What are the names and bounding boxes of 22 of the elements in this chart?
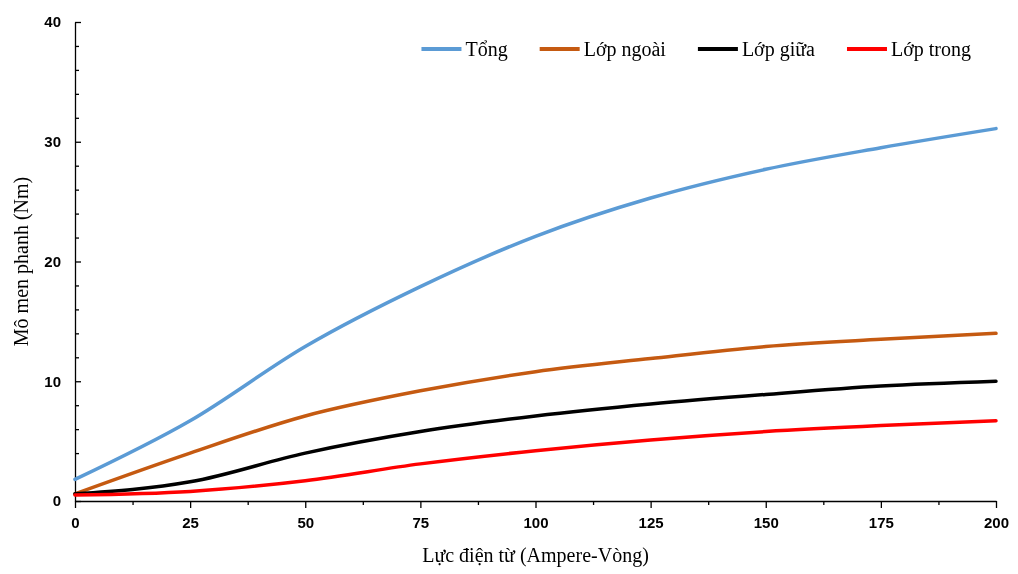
y-tick-label: 0 — [52, 492, 61, 510]
y-tick-label: 10 — [44, 372, 61, 390]
y-tick-label: 30 — [44, 133, 61, 151]
x-tick-label: 100 — [523, 514, 549, 531]
legend-label: Lớp giữa — [741, 38, 816, 61]
line-series — [73, 126, 998, 482]
x-tick-label: 175 — [868, 514, 894, 531]
line-series — [73, 419, 998, 497]
y-tick-label: 20 — [44, 252, 61, 270]
x-tick-label: 0 — [71, 514, 80, 531]
y-axis-title: Mô men phanh (Nm) — [10, 176, 33, 347]
x-tick-label: 200 — [983, 514, 1010, 531]
legend-label: Lớp ngoài — [583, 38, 667, 61]
x-tick-label: 50 — [297, 514, 315, 531]
x-tick-label: 150 — [753, 514, 779, 531]
x-tick-label: 125 — [638, 514, 664, 531]
x-tick-label: 75 — [412, 514, 430, 531]
legend-label: Tổng — [465, 38, 508, 61]
x-tick-label: 25 — [182, 514, 199, 531]
legend-label: Lớp trong — [890, 38, 971, 61]
y-tick-label: 40 — [44, 13, 61, 31]
x-axis-title: Lực điện từ (Ampere-Vòng) — [422, 544, 649, 567]
